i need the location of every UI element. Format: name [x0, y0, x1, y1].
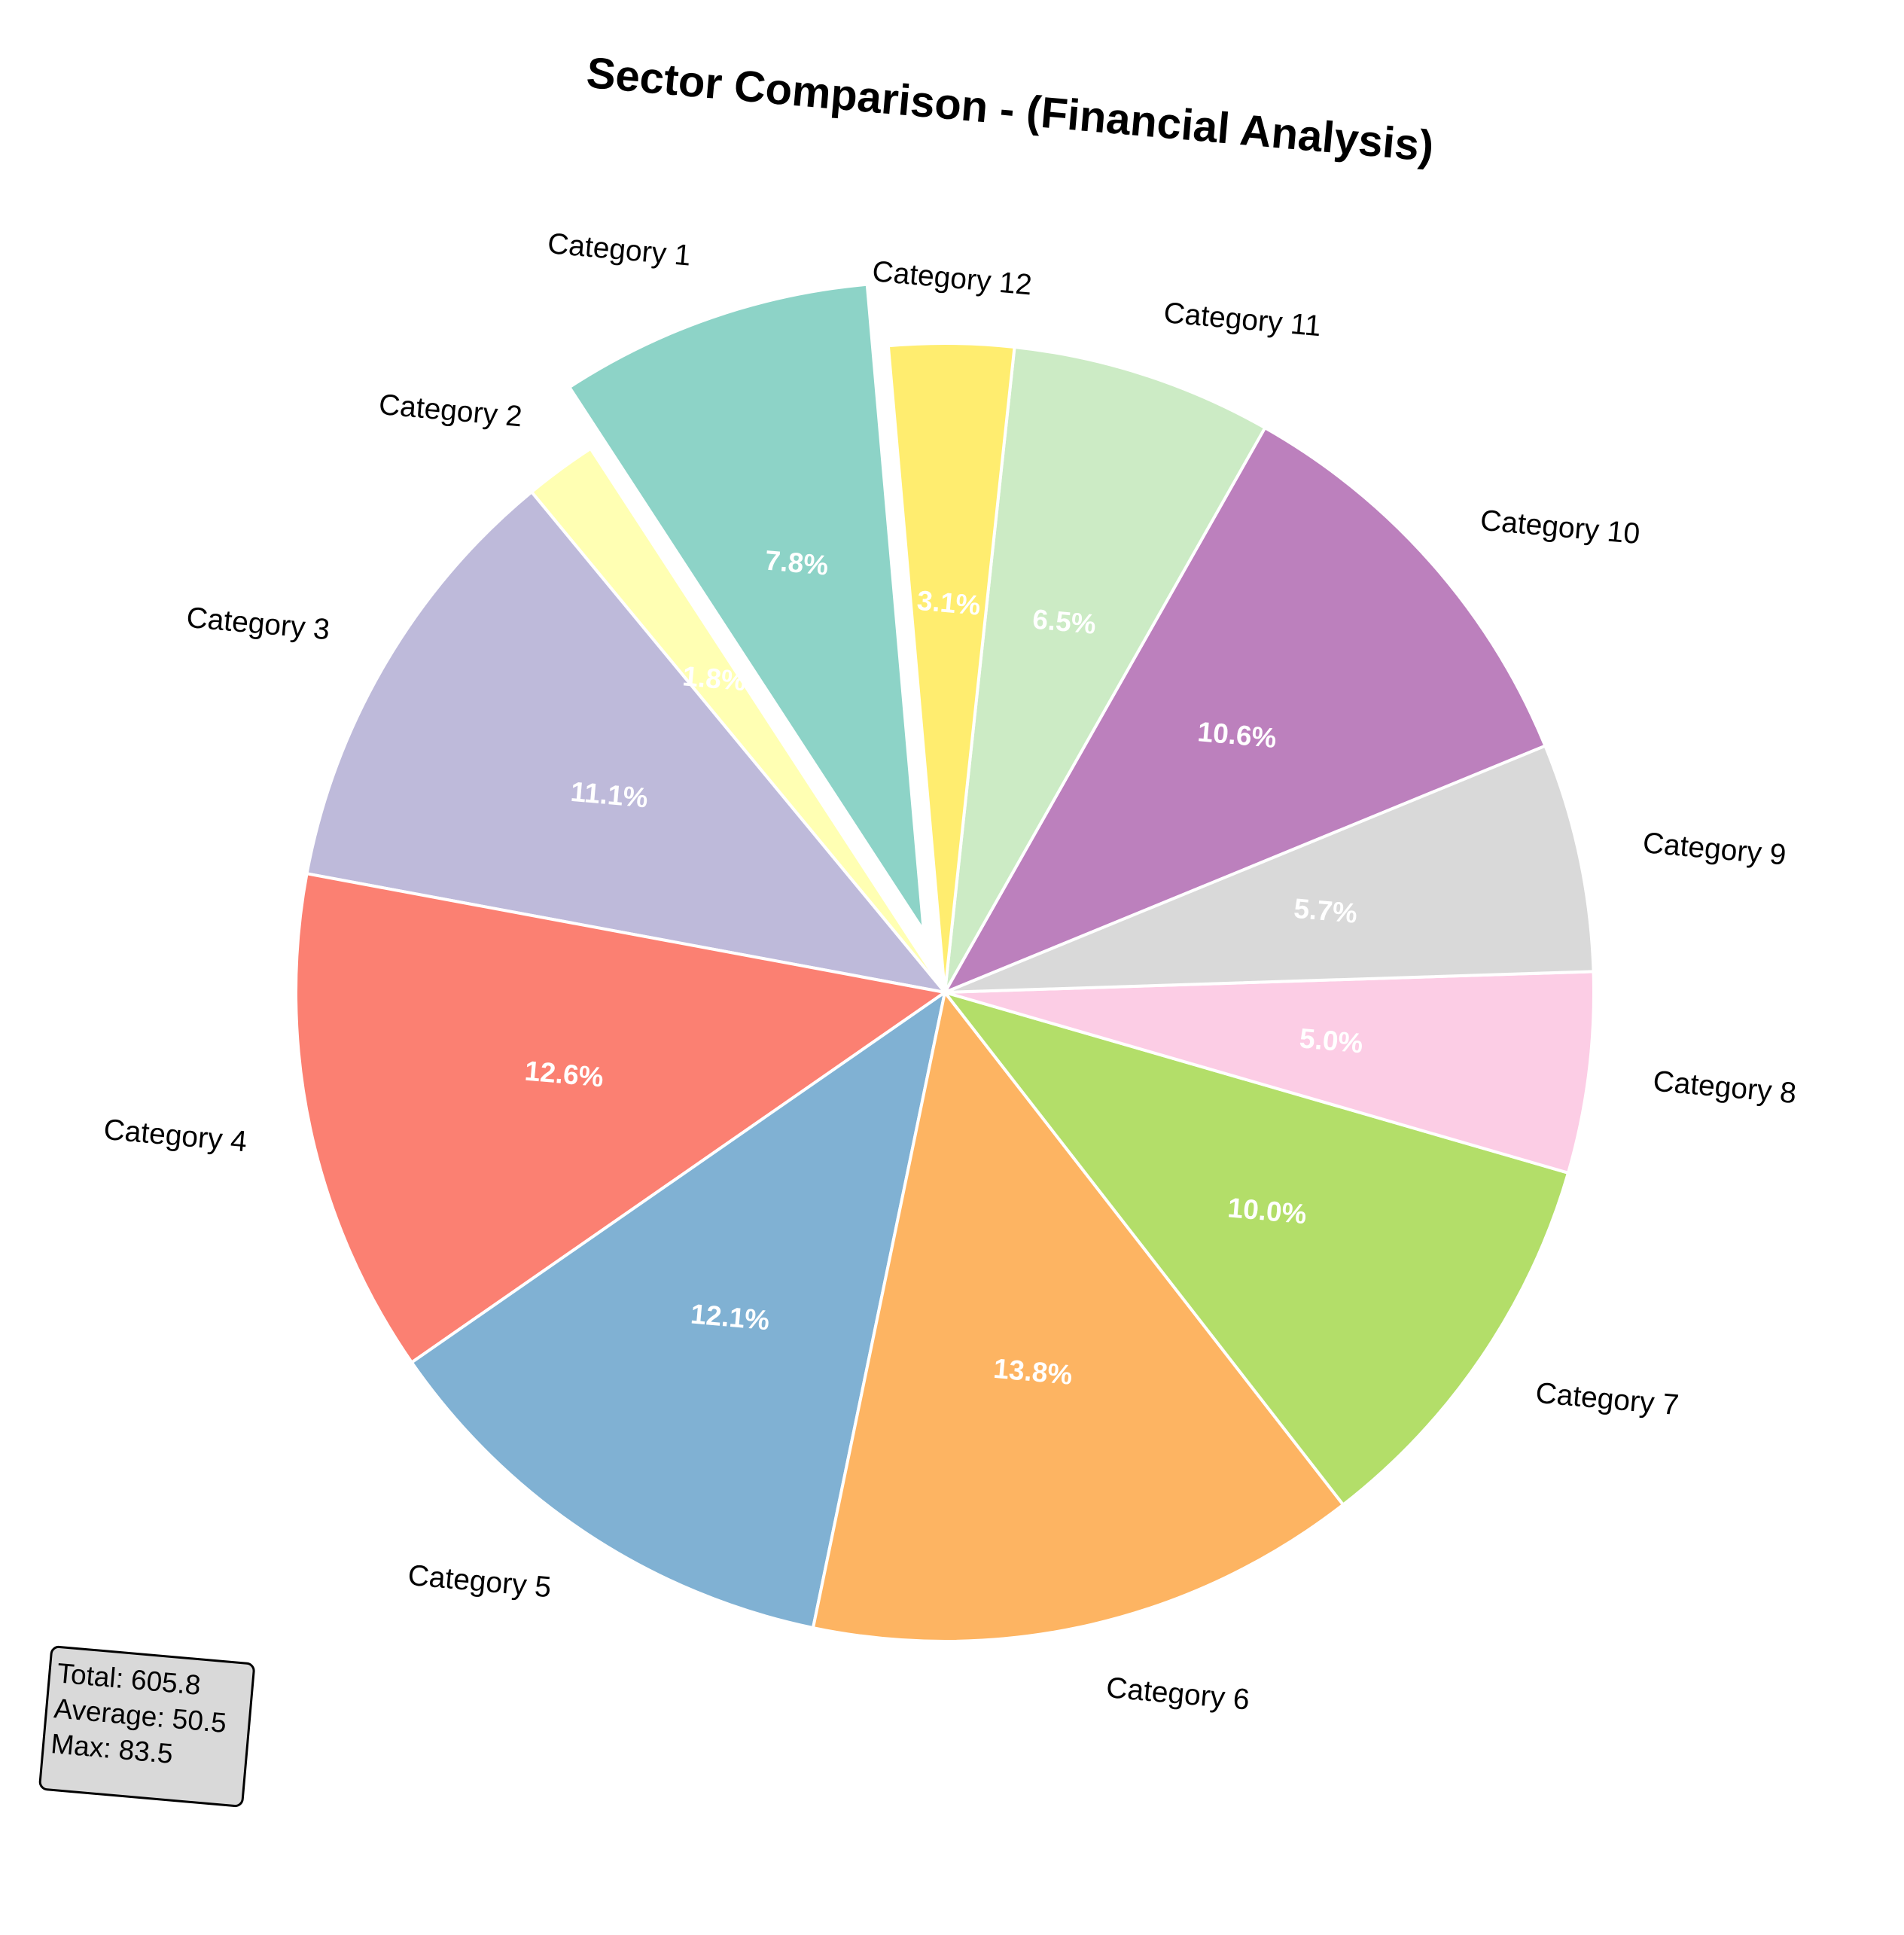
percent-label-category-7: 10.0%	[1226, 1192, 1308, 1230]
percent-label-category-6: 13.8%	[992, 1353, 1074, 1391]
category-label-category-1: Category 1	[547, 227, 693, 272]
slice-category-5	[410, 991, 946, 1630]
category-label-category-9: Category 9	[1641, 827, 1787, 871]
percent-label-category-10: 10.6%	[1196, 716, 1278, 754]
percent-label-category-11: 6.5%	[1031, 604, 1098, 640]
percent-label-category-8: 5.0%	[1298, 1022, 1364, 1059]
percent-label-category-2: 1.8%	[681, 660, 748, 696]
slice-category-10	[943, 426, 1547, 994]
category-label-category-7: Category 7	[1534, 1377, 1680, 1422]
category-label-category-3: Category 3	[185, 602, 331, 646]
slice-category-11	[943, 345, 1267, 994]
slice-category-6	[811, 991, 1345, 1643]
slice-category-12	[886, 342, 1016, 994]
pie-slices	[294, 282, 1595, 1643]
stats-box: Total: 605.8 Average: 50.5 Max: 83.5	[38, 1645, 255, 1808]
percent-label-category-1: 7.8%	[763, 545, 830, 581]
chart-title: Sector Comparison - (Financial Analysis)	[584, 48, 1435, 171]
category-label-category-5: Category 5	[407, 1559, 553, 1604]
slice-category-7	[943, 991, 1570, 1507]
category-label-category-10: Category 10	[1479, 504, 1641, 550]
percent-label-category-4: 12.6%	[523, 1056, 605, 1093]
percent-labels: 7.8% 1.8% 11.1% 12.6% 12.1% 13.8% 10.0% 5.0% 5.7…	[523, 545, 1364, 1391]
slice-category-8	[943, 970, 1595, 1175]
category-label-category-8: Category 8	[1652, 1065, 1798, 1110]
category-label-category-2: Category 2	[377, 389, 523, 433]
percent-label-category-9: 5.7%	[1293, 893, 1359, 929]
slice-category-3	[305, 490, 946, 994]
percent-label-category-3: 11.1%	[569, 776, 649, 814]
slice-category-4	[294, 872, 946, 1364]
category-label-category-11: Category 11	[1162, 297, 1323, 343]
percent-label-category-5: 12.1%	[690, 1298, 771, 1336]
stats-box-background	[38, 1645, 255, 1808]
percent-label-category-12: 3.1%	[915, 585, 982, 621]
category-label-category-4: Category 4	[102, 1114, 248, 1158]
slice-category-1	[568, 282, 925, 933]
category-label-category-6: Category 6	[1105, 1671, 1251, 1716]
slice-category-9	[943, 744, 1595, 994]
category-label-category-12: Category 12	[871, 255, 1033, 301]
